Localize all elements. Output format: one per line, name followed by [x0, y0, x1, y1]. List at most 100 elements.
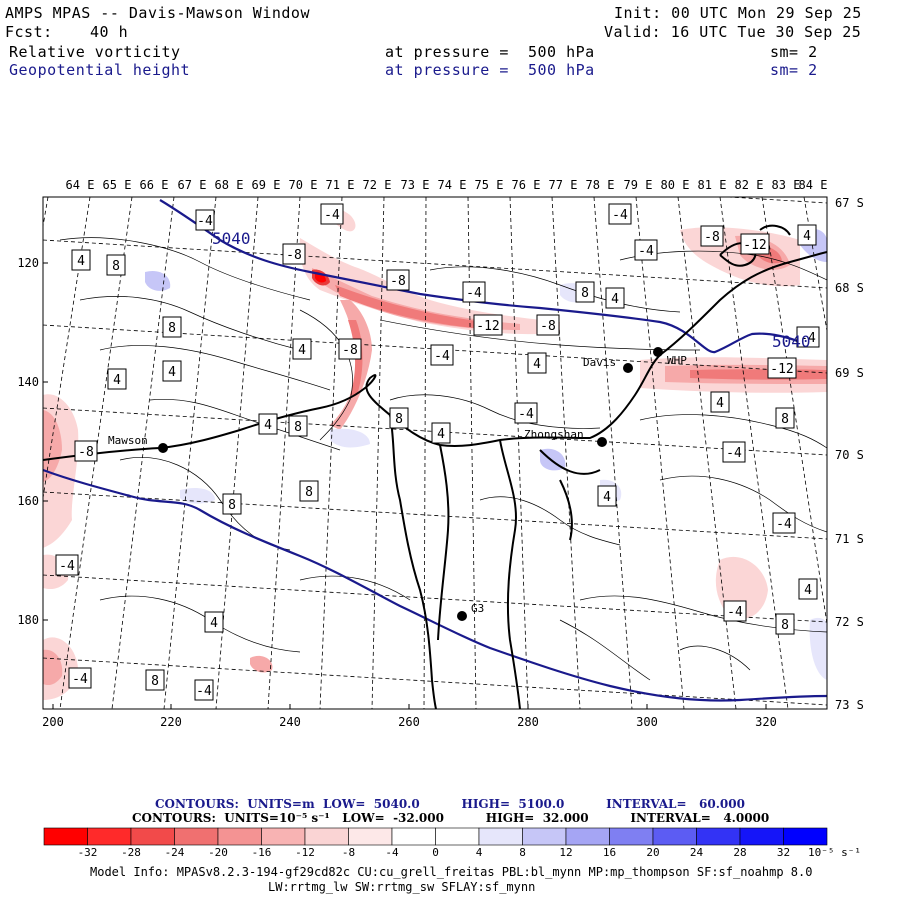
x-axis: 200 220 240 260 280 300 320	[42, 704, 777, 729]
height-label: 5040	[212, 229, 251, 248]
init-time: Init: 00 UTC Mon 29 Sep 25	[614, 4, 862, 22]
station-label: Mawson	[108, 434, 148, 447]
colorbar-tick-label: 24	[690, 846, 704, 859]
svg-text:180: 180	[17, 613, 39, 627]
svg-text:80 E: 80 E	[661, 178, 690, 192]
svg-text:84 E: 84 E	[799, 178, 828, 192]
vort-label: 8	[581, 286, 589, 301]
svg-text:65 E: 65 E	[103, 178, 132, 192]
model-info: Model Info: MPASv8.2.3-194-gf29cd82c CU:…	[90, 865, 813, 879]
svg-text:70 E: 70 E	[289, 178, 318, 192]
colorbar-bin	[783, 827, 828, 846]
fcst-label: Fcst:	[5, 23, 53, 41]
station-label: Davis	[583, 356, 616, 369]
vort-label: 4	[168, 365, 176, 380]
svg-text:79 E: 79 E	[624, 178, 653, 192]
station-label: G3	[471, 602, 484, 615]
field2-name: Geopotential height	[9, 61, 191, 79]
height-contour-info: CONTOURS: UNITS=m LOW= 5040.0 HIGH= 5100…	[155, 797, 745, 811]
colorbar-tick-label: -28	[121, 846, 141, 859]
plot-frame	[42, 196, 828, 710]
vort-label: 4	[533, 357, 541, 372]
svg-text:67 S: 67 S	[835, 196, 864, 210]
station-zhongshan-marker	[597, 437, 607, 447]
colorbar-tick-label: -16	[252, 846, 272, 859]
svg-text:82 E: 82 E	[735, 178, 764, 192]
colorbar-tick-label: 8	[519, 846, 526, 859]
station-whp-marker	[653, 347, 663, 357]
colorbar-bin	[217, 827, 262, 846]
vort-label: 8	[305, 485, 313, 500]
vort-label: -8	[286, 248, 302, 263]
vort-label: 4	[803, 229, 811, 244]
vort-label: -4	[72, 672, 88, 687]
field1-name: Relative vorticity	[9, 43, 181, 61]
svg-text:300: 300	[636, 715, 658, 729]
vort-label: -8	[342, 343, 358, 358]
stations: Mawson Davis WHP Zhongshan G3	[108, 347, 687, 621]
vort-label: -4	[466, 286, 482, 301]
svg-text:69 S: 69 S	[835, 366, 864, 380]
vort-label: 8	[294, 420, 302, 435]
vort-label: 8	[228, 498, 236, 513]
fcst-value: 40 h	[90, 23, 129, 41]
vort-label: -4	[196, 684, 212, 699]
colorbar-tick-label: 12	[559, 846, 572, 859]
colorbar-tick-label: -8	[342, 846, 355, 859]
colorbar-tick-label: -32	[78, 846, 98, 859]
svg-text:280: 280	[517, 715, 539, 729]
vort-contour-info: CONTOURS: UNITS=10⁻⁵ s⁻¹ LOW= -32.000 HI…	[132, 811, 770, 825]
vort-label: -8	[540, 319, 556, 334]
vort-label: -4	[197, 214, 213, 229]
svg-text:64 E: 64 E	[66, 178, 95, 192]
colorbar-tick-label: 0	[432, 846, 439, 859]
colorbar-bin	[87, 827, 132, 846]
lon-labels: 64 E 65 E 66 E 67 E 68 E 69 E 70 E 71 E …	[66, 178, 828, 192]
svg-text:69 E: 69 E	[252, 178, 281, 192]
vort-label: -4	[638, 244, 654, 259]
vort-label: 8	[151, 674, 159, 689]
vort-label: 4	[298, 343, 306, 358]
vort-label: -12	[770, 362, 793, 377]
colorbar-bin	[652, 827, 697, 846]
colorbar-bin	[609, 827, 654, 846]
vort-label: 4	[113, 373, 121, 388]
svg-text:68 E: 68 E	[215, 178, 244, 192]
field1-smooth: sm= 2	[770, 43, 818, 61]
vort-label: -8	[78, 445, 94, 460]
vort-label: -4	[518, 407, 534, 422]
colorbar-bin	[130, 827, 175, 846]
station-label: Zhongshan	[524, 428, 584, 441]
station-davis-marker	[623, 363, 633, 373]
y-axis: 120 140 160 180	[17, 256, 48, 627]
svg-text:200: 200	[42, 715, 64, 729]
svg-text:320: 320	[755, 715, 777, 729]
svg-text:75 E: 75 E	[475, 178, 504, 192]
colorbar-bin	[391, 827, 436, 846]
colorbar-tick-label: 16	[603, 846, 616, 859]
svg-text:260: 260	[398, 715, 420, 729]
vort-label: 4	[437, 427, 445, 442]
lat-labels: 67 S 68 S 69 S 70 S 71 S 72 S 73 S	[835, 196, 864, 712]
colorbar-tick-label: 32	[777, 846, 790, 859]
svg-text:77 E: 77 E	[549, 178, 578, 192]
vort-label: 4	[77, 254, 85, 269]
svg-text:73 S: 73 S	[835, 698, 864, 712]
colorbar-unit: 10⁻⁵ s⁻¹	[808, 846, 861, 859]
vort-label: 4	[210, 616, 218, 631]
field1-level: at pressure = 500 hPa	[385, 43, 595, 61]
svg-text:70 S: 70 S	[835, 448, 864, 462]
vort-label: 8	[781, 412, 789, 427]
station-mawson-marker	[158, 443, 168, 453]
vort-label: 8	[395, 412, 403, 427]
height-contours	[43, 199, 827, 702]
colorbar-tick-label: -12	[295, 846, 315, 859]
vort-label: -4	[434, 349, 450, 364]
svg-text:120: 120	[17, 256, 39, 270]
vort-label: -4	[726, 446, 742, 461]
vort-label: 8	[112, 259, 120, 274]
colorbar	[43, 827, 828, 846]
vort-label: 4	[264, 418, 272, 433]
colorbar-bin	[348, 827, 393, 846]
